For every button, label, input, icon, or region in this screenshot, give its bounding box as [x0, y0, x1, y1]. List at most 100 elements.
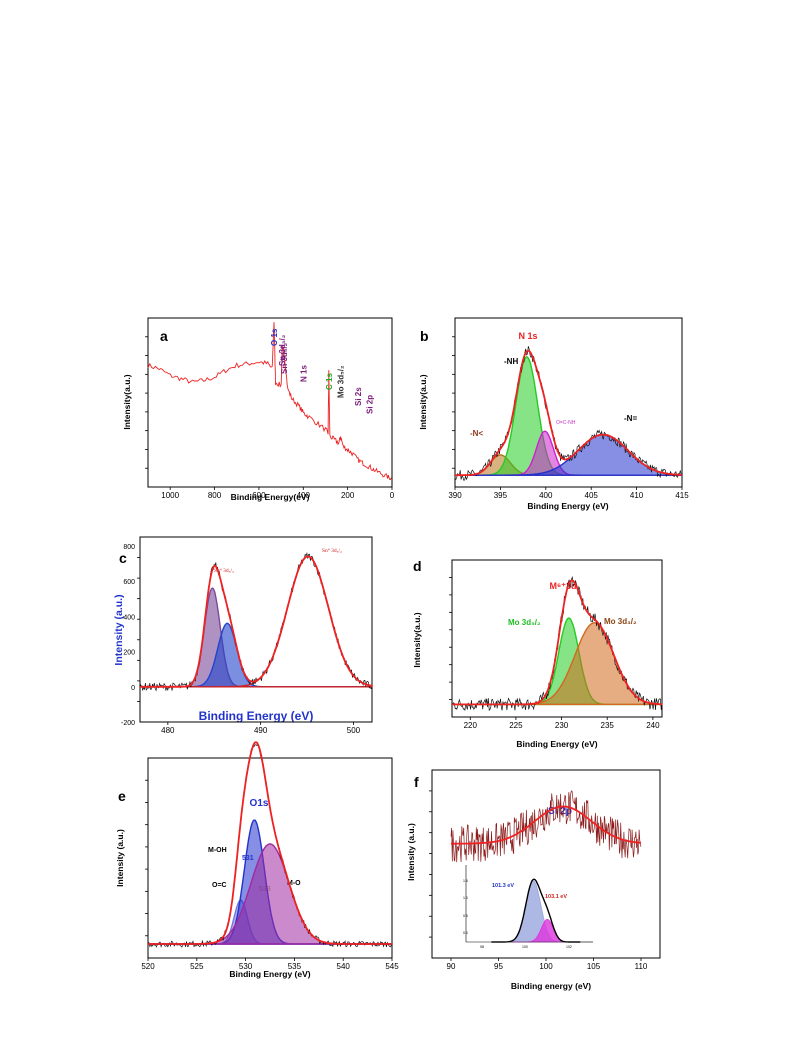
- x-tick-label-a: 400: [297, 491, 311, 500]
- x-tick-label-c: 490: [254, 726, 268, 735]
- inset-f-xtick-0: 98: [480, 945, 484, 949]
- plot-frame-b: [454, 317, 683, 488]
- axis-xlabel-a: Binding Energy(eV): [231, 492, 310, 502]
- axis-ylabel-d: Intensity(a.u.): [412, 612, 422, 667]
- survey-peak-label-6: Si 2s: [354, 387, 363, 406]
- y-tick-label-c: 800: [123, 544, 135, 551]
- peak-e-2: [148, 843, 392, 945]
- panel-c-ann-sn52: Sn⁴ 3d₅/₂: [214, 568, 234, 574]
- y-tick-label-c: 400: [123, 614, 135, 621]
- x-tick-label-c: 480: [161, 726, 175, 735]
- panel-e-ann-mo: M-O: [287, 880, 301, 887]
- panel-b-ann-amide: O=C-NH: [556, 420, 576, 426]
- axis-ylabel-b: Intensity(a.u.): [418, 374, 428, 429]
- peak-b-1: [455, 356, 682, 476]
- panel-label-a: a: [160, 328, 168, 344]
- peak-c-2: [140, 555, 373, 688]
- x-tick-label-d: 220: [464, 721, 478, 730]
- survey-line-a: [147, 322, 392, 481]
- survey-peak-label-0: O 1s: [270, 328, 279, 346]
- panel-b-title: N 1s: [518, 331, 537, 341]
- survey-peak-label-5: Mo 3d₅/₂: [337, 365, 346, 398]
- panel-d-title: M⁶⁺3d: [550, 581, 577, 591]
- axis-ylabel-e: Intensity (a.u.): [115, 829, 125, 887]
- x-tick-label-d: 235: [601, 721, 615, 730]
- x-tick-label-f: 105: [587, 962, 601, 971]
- panel-label-c: c: [119, 550, 127, 566]
- panel-label-b: b: [420, 328, 429, 344]
- survey-peak-label-7: Si 2p: [365, 395, 374, 414]
- y-tick-label-c: 200: [123, 650, 135, 657]
- axis-xlabel-e: Binding Energy (eV): [229, 969, 310, 979]
- inset-f-ytick-1: 1.0: [463, 896, 468, 900]
- survey-peak-label-4: C 1s: [325, 373, 334, 390]
- inset-f-xtick-2: 102: [566, 945, 572, 949]
- axis-xlabel-c: Binding Energy (eV): [199, 709, 314, 723]
- plot-frame-a: [147, 317, 393, 488]
- axis-ylabel-a: Intensity(a.u.): [122, 374, 132, 429]
- x-tick-label-b: 390: [448, 491, 462, 500]
- x-tick-label-d: 230: [555, 721, 569, 730]
- inset-peak-f-0: [491, 880, 581, 943]
- fit-envelope-b: [455, 349, 682, 477]
- panel-label-e: e: [118, 788, 126, 804]
- y-tick-label-c: -200: [121, 720, 135, 727]
- x-tick-label-a: 600: [252, 491, 266, 500]
- x-tick-label-f: 110: [635, 962, 648, 971]
- plot-frame-d: [451, 559, 663, 718]
- fit-envelope-d: [452, 579, 663, 706]
- x-tick-label-f: 90: [447, 962, 456, 971]
- fit-envelope-c: [140, 555, 373, 688]
- x-tick-label-b: 415: [675, 491, 689, 500]
- panel-c-ann-sn32: Sn⁴ 3d₃/₂: [322, 548, 342, 554]
- x-tick-label-e: 525: [190, 962, 204, 971]
- panel-b-ann-n-tertiary: -N<: [470, 429, 483, 438]
- x-tick-label-e: 530: [239, 962, 253, 971]
- x-tick-label-f: 95: [494, 962, 503, 971]
- x-tick-label-f: 100: [539, 962, 553, 971]
- x-tick-label-e: 540: [337, 962, 351, 971]
- x-tick-label-b: 410: [630, 491, 644, 500]
- inset-f-label-1013: 101.3 eV: [492, 883, 514, 889]
- axis-ylabel-f: Intensity (a.u.): [406, 823, 416, 881]
- axis-xlabel-f: Binding energy (eV): [511, 981, 591, 991]
- panel-e-title: O1s: [250, 798, 269, 809]
- x-tick-label-d: 240: [646, 721, 660, 730]
- inset-f-xtick-1: 100: [522, 945, 528, 949]
- x-tick-label-a: 200: [341, 491, 355, 500]
- inset-f-label-1031: 103.1 eV: [545, 894, 567, 900]
- x-tick-label-b: 405: [585, 491, 599, 500]
- inset-f-ytick-3: 0.0: [463, 931, 468, 935]
- x-tick-label-e: 535: [288, 962, 302, 971]
- y-tick-label-c: 600: [123, 579, 135, 586]
- panel-e-ann-moh: M-OH: [208, 847, 227, 854]
- panel-b-ann-n-double: -N=: [624, 414, 637, 423]
- axis-ylabel-c: Intensity (a.u.): [113, 594, 125, 665]
- panel-e-ann-oc: O=C: [212, 882, 227, 889]
- survey-peak-label-3: N 1s: [299, 365, 308, 382]
- plot-frame-e: [147, 757, 393, 959]
- raw-data-f: [450, 790, 642, 863]
- panel-d-ann-mo32: Mo 3d₃/₂: [604, 617, 637, 626]
- inset-f-ytick-2: 0.5: [463, 914, 468, 918]
- survey-peak-label-2: Sn 3d₅/₂: [280, 342, 289, 374]
- x-tick-label-b: 395: [494, 491, 508, 500]
- axis-xlabel-b: Binding Energy (eV): [527, 501, 608, 511]
- panel-d-ann-mo52: Mo 3d₅/₂: [508, 618, 541, 627]
- survey-peak-label-1: Sn 3d₃/₂: [278, 334, 287, 366]
- x-tick-label-a: 1000: [161, 491, 179, 500]
- axis-xlabel-d: Binding Energy (eV): [516, 739, 597, 749]
- x-tick-label-c: 500: [347, 726, 361, 735]
- x-tick-label-a: 800: [208, 491, 222, 500]
- panel-label-f: f: [414, 774, 419, 790]
- x-tick-label-a: 0: [390, 491, 395, 500]
- x-tick-label-d: 225: [509, 721, 523, 730]
- fit-envelope-e: [148, 741, 392, 945]
- raw-data-b: [454, 346, 683, 481]
- inset-f-ytick-0: 1.5: [463, 879, 468, 883]
- plot-frame-c: [139, 536, 373, 723]
- panel-label-d: d: [413, 558, 422, 574]
- x-tick-label-b: 400: [539, 491, 553, 500]
- fit-envelope-f: [451, 805, 642, 845]
